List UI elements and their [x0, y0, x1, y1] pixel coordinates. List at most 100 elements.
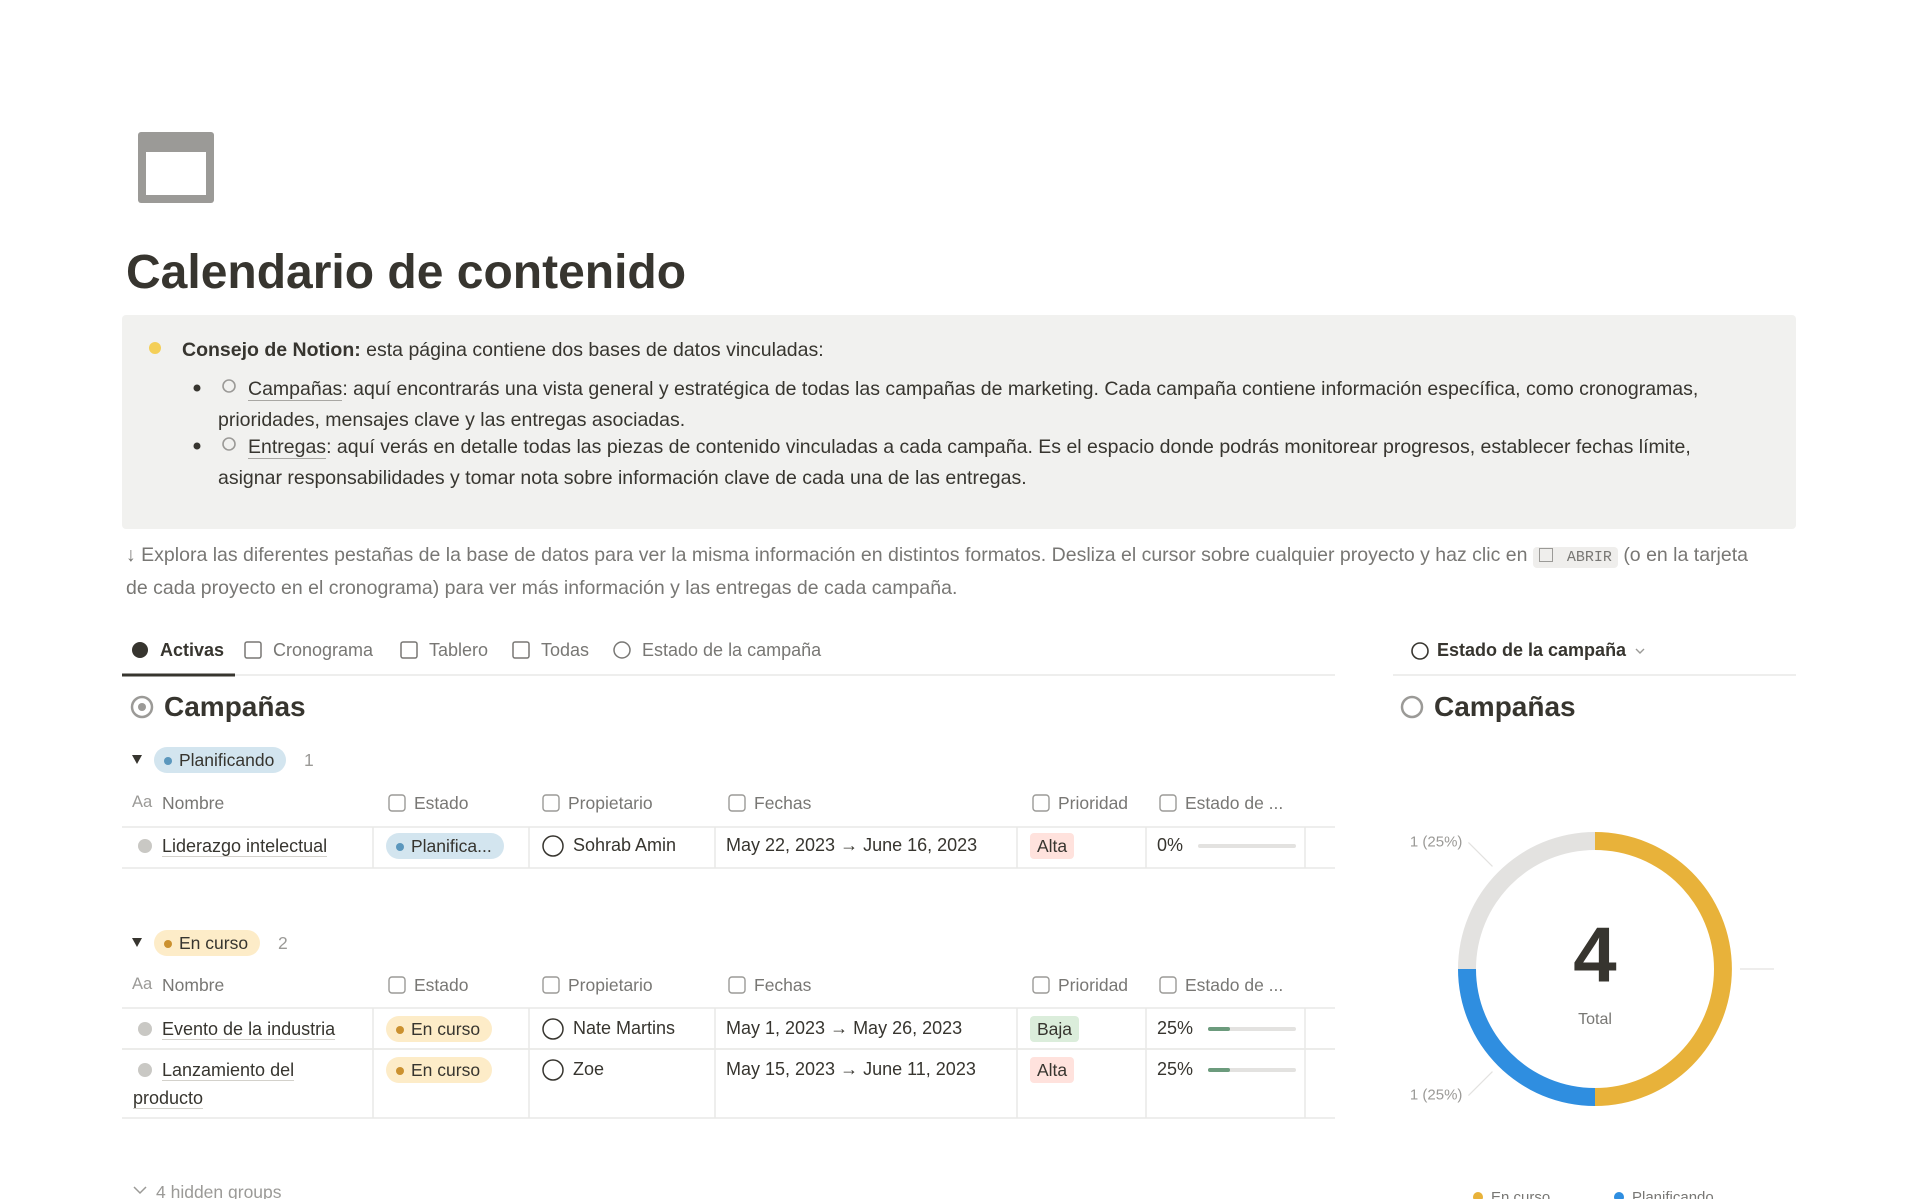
callout-head: Consejo de Notion: esta página contiene … [182, 336, 824, 364]
side-view-name[interactable]: Estado de la campaña [1437, 640, 1627, 661]
avatar [542, 1018, 564, 1040]
leader-line [1468, 1071, 1493, 1096]
tab[interactable]: Cronograma [273, 640, 374, 661]
priority: Alta [1030, 1057, 1075, 1083]
progress-track [1208, 1068, 1296, 1072]
col-icon [388, 976, 406, 994]
group-name: Planificando [179, 750, 275, 770]
priority: Alta [1030, 833, 1075, 859]
owner: Zoe [573, 1059, 605, 1080]
row-name-text: Liderazgo intelectual [162, 836, 328, 857]
col-icon [388, 794, 406, 812]
avatar [542, 835, 564, 857]
name-icon: Aa [132, 975, 153, 994]
column-header: Fechas [754, 974, 812, 995]
column-header: Estado de ... [1185, 792, 1284, 813]
row-icon [138, 839, 152, 853]
column-header: Nombre [162, 974, 225, 995]
donut-total-label: Total [1578, 1011, 1612, 1028]
callout-text: esta página contiene dos bases de datos … [366, 339, 824, 361]
dates: May 1, 2023 → May 26, 2023 [726, 1018, 963, 1039]
dates: May 15, 2023 → June 11, 2023 [726, 1059, 976, 1080]
legend-swatch [1614, 1192, 1624, 1199]
status-dot [396, 843, 404, 851]
status-pill: En curso [386, 1057, 493, 1083]
status-text: En curso [411, 1019, 481, 1039]
col-icon [542, 976, 560, 994]
status-text: Planifica... [411, 836, 492, 856]
value-label: 1 (25%) [1410, 833, 1463, 850]
status-dot [396, 1067, 404, 1075]
progress-bar [1208, 1027, 1230, 1031]
col-icon [542, 794, 560, 812]
tab-icon [132, 642, 148, 658]
owner: Sohrab Amin [573, 835, 677, 856]
col-icon [1032, 794, 1050, 812]
column-header: Estado de ... [1185, 974, 1284, 995]
row-name[interactable]: Lanzamiento del producto [133, 1056, 355, 1112]
column-header: Estado [414, 792, 469, 813]
row-icon [138, 1063, 152, 1077]
tab[interactable]: Tablero [429, 640, 489, 661]
tab-icon [244, 641, 262, 659]
row-icon [138, 1022, 152, 1036]
progress-track [1208, 1027, 1296, 1031]
hidden-chevron [133, 1186, 147, 1195]
bullet [193, 442, 201, 450]
row-name-text: Lanzamiento del producto [133, 1060, 295, 1109]
status-dot [164, 757, 172, 765]
note: ↓ Explora las diferentes pestañas de la … [126, 540, 1756, 604]
col-icon [728, 794, 746, 812]
side-db-icon [1400, 695, 1424, 719]
legend-swatch [1473, 1192, 1483, 1199]
col-icon [1159, 976, 1177, 994]
column-header: Estado [414, 974, 469, 995]
donut-segment [1595, 832, 1732, 1106]
page-title: Calendario de contenido [126, 246, 687, 300]
avatar [542, 1059, 564, 1081]
callout-item: Campañas: aquí encontrarás una vista gen… [218, 374, 1738, 435]
legend-label: En curso [1491, 1189, 1550, 1199]
side-view-icon [1411, 642, 1429, 660]
group-toggle [132, 938, 142, 947]
name-icon: Aa [132, 793, 153, 812]
priority: Baja [1030, 1016, 1080, 1042]
row-name[interactable]: Liderazgo intelectual [133, 832, 355, 860]
donut-segment [1458, 832, 1595, 969]
status-pill: En curso [386, 1016, 493, 1042]
db-icon-dot [138, 703, 146, 711]
hidden-groups[interactable]: 4 hidden groups [156, 1181, 282, 1199]
page-icon-inner [146, 152, 206, 195]
callout-lead: Consejo de Notion: [182, 339, 361, 361]
callout-item: Entregas: aquí verás en detalle todas la… [218, 432, 1738, 493]
progress-label: 25% [1157, 1018, 1194, 1039]
note-text: ↓ Explora las diferentes pestañas de la … [126, 544, 1528, 566]
column-header: Fechas [754, 792, 812, 813]
col-icon [1159, 794, 1177, 812]
donut-total: 4 [1573, 911, 1616, 999]
tab-icon [512, 641, 530, 659]
group-name: En curso [179, 933, 249, 953]
group-toggle [132, 755, 142, 764]
tab[interactable]: Activas [160, 640, 225, 661]
callout-link[interactable]: Campañas [248, 378, 343, 401]
tab[interactable]: Todas [541, 640, 590, 661]
column-header: Nombre [162, 792, 225, 813]
note-text: (o en la tarjeta de cada proyecto en el … [126, 544, 1748, 599]
tab[interactable]: Estado de la campaña [642, 640, 822, 661]
row-name[interactable]: Evento de la industria [133, 1015, 355, 1043]
code[interactable]: ABRIR [1532, 547, 1618, 568]
legend-label: Planificando [1632, 1189, 1714, 1199]
dates: May 22, 2023 → June 16, 2023 [726, 835, 978, 856]
callout-link[interactable]: Entregas [248, 436, 327, 459]
side-title: Campañas [1434, 691, 1576, 723]
db-title: Campañas [164, 691, 306, 723]
owner: Nate Martins [573, 1018, 676, 1039]
column-header: Propietario [568, 974, 653, 995]
column-header: Prioridad [1058, 974, 1129, 995]
status-dot [396, 1026, 404, 1034]
link-icon [222, 379, 236, 393]
column-header: Prioridad [1058, 792, 1129, 813]
